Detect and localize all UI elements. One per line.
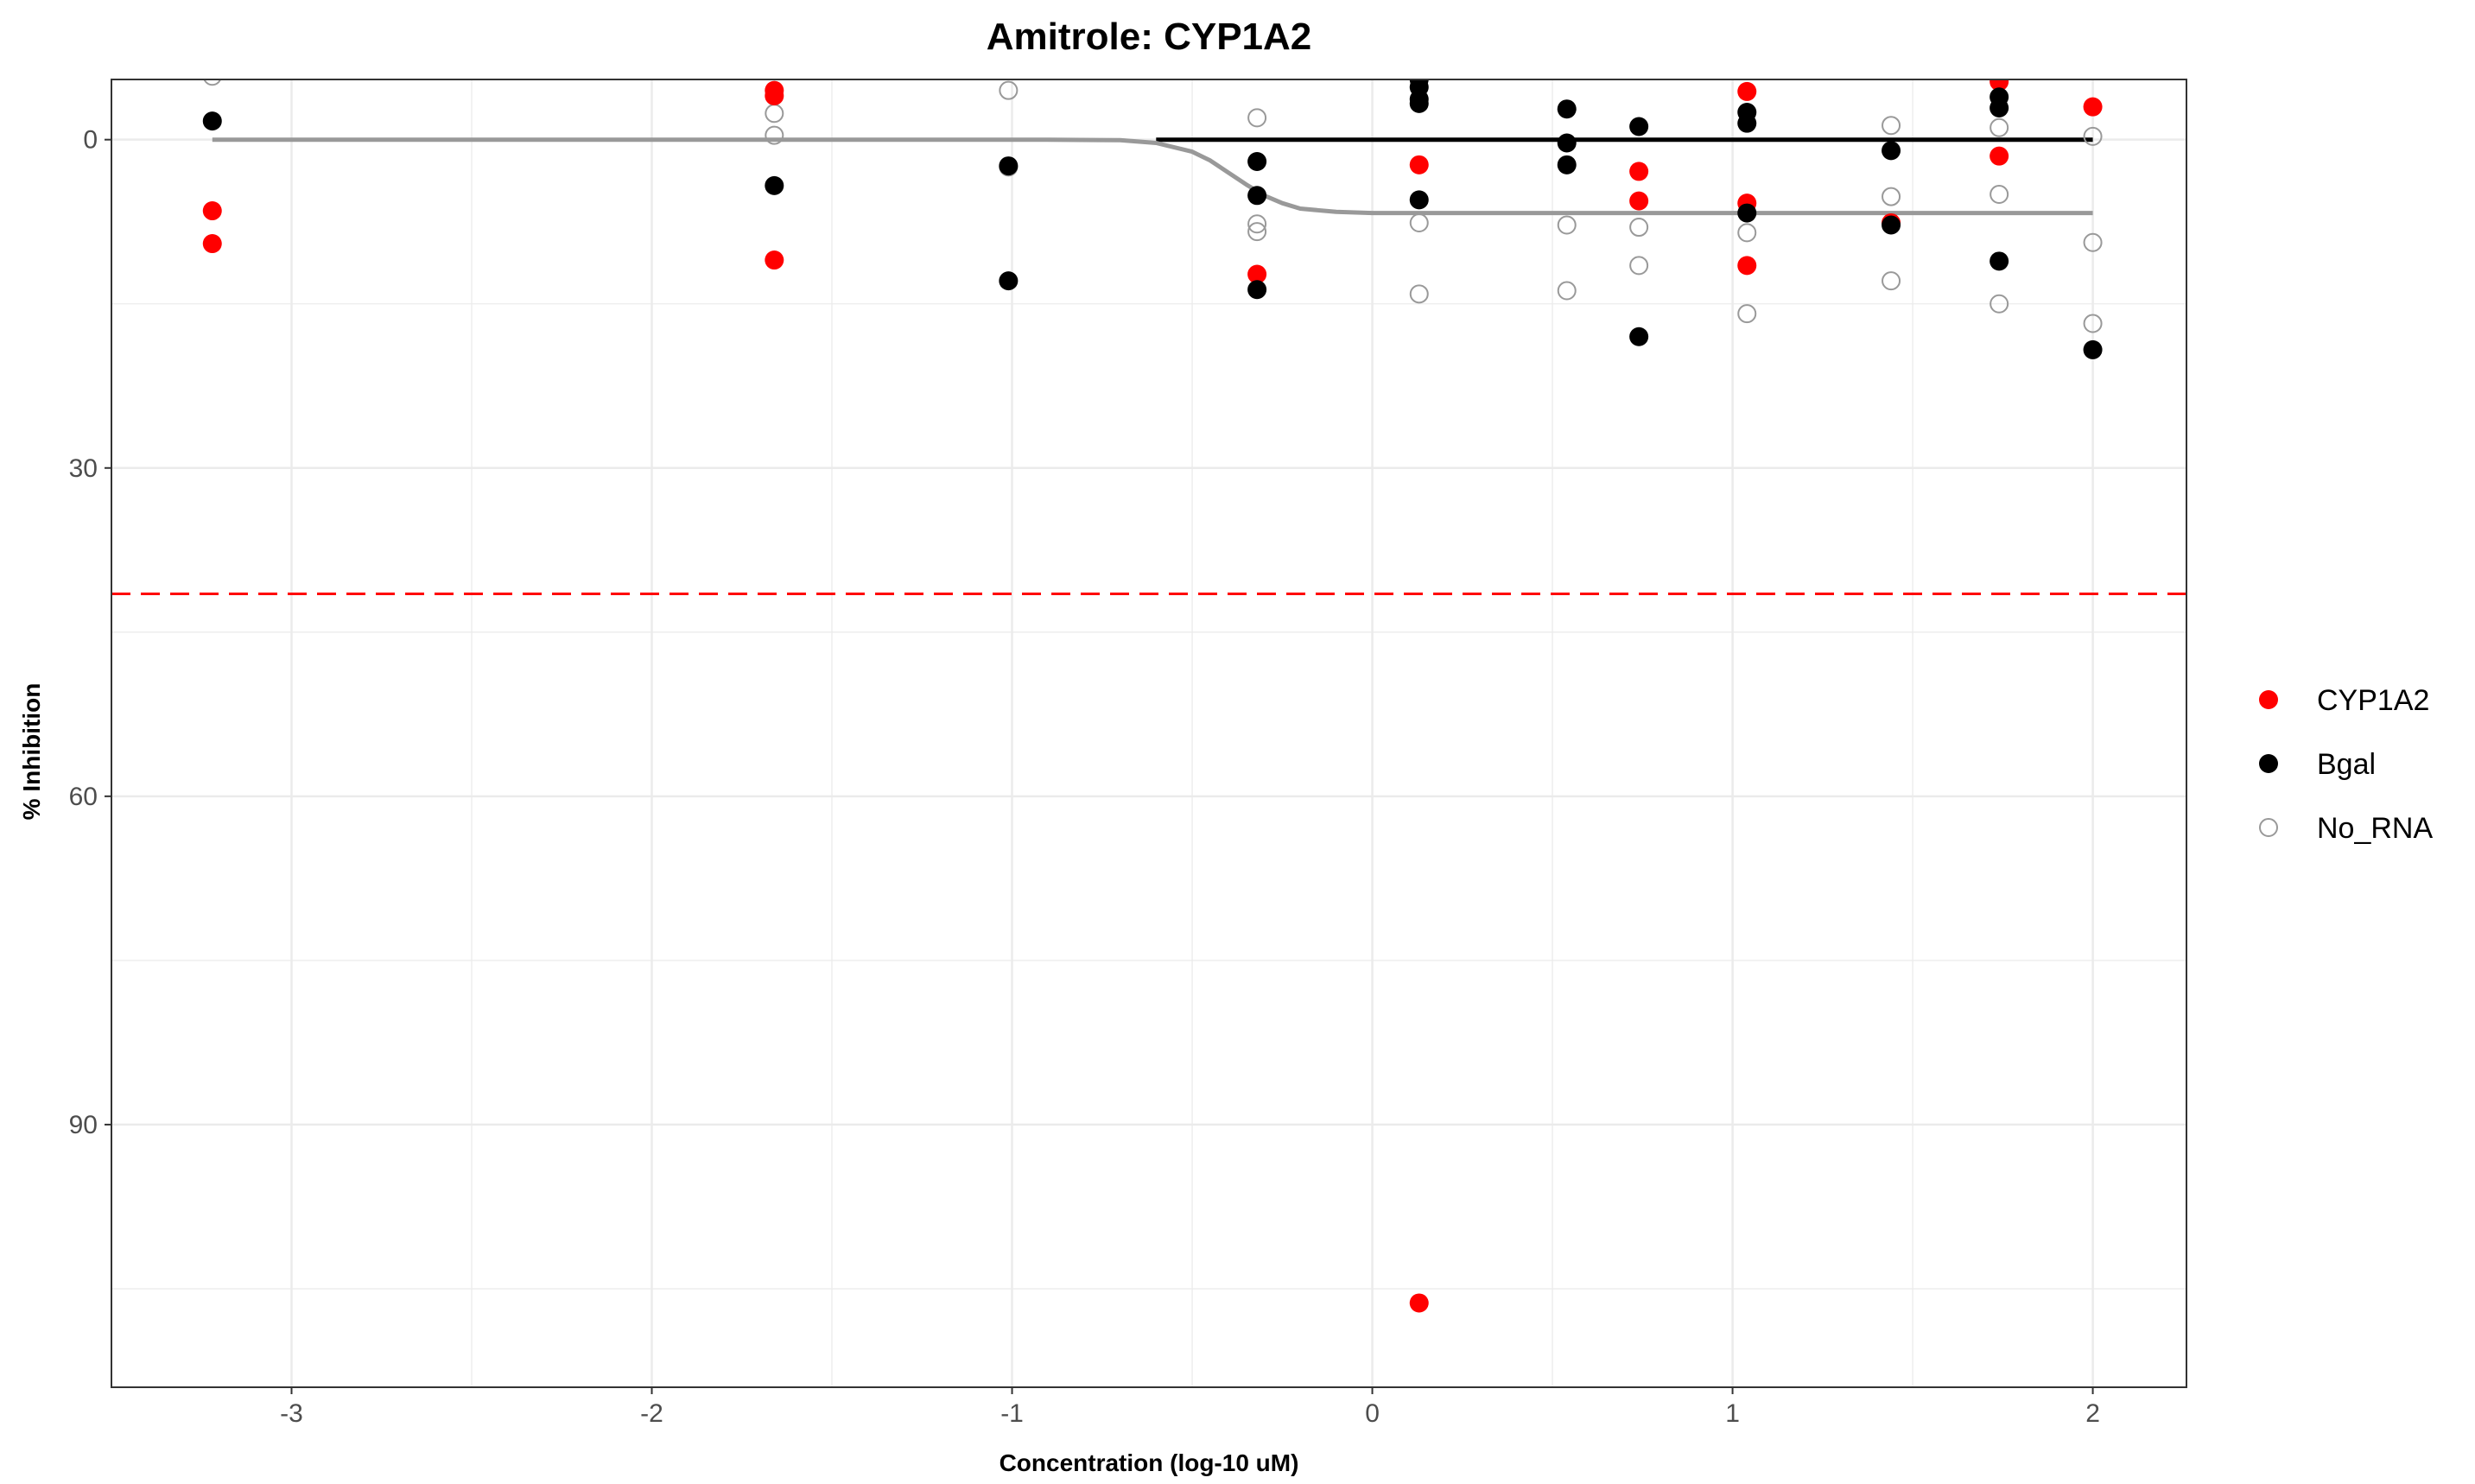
point-no-rna — [1990, 294, 2009, 314]
y-tick-label: 0 — [83, 126, 98, 155]
point-no-rna — [1247, 214, 1267, 234]
point-cyp1a2 — [1409, 155, 1429, 174]
point-bgal — [1990, 98, 2009, 117]
point-no-rna — [1247, 222, 1267, 242]
point-bgal — [1409, 93, 1429, 113]
point-no-rna — [1629, 256, 1649, 276]
legend-label-no-rna: No_RNA — [2317, 812, 2433, 845]
chart-title: Amitrole: CYP1A2 — [987, 16, 1312, 58]
point-no-rna — [2083, 126, 2103, 146]
plot-panel-border — [111, 79, 2187, 1388]
x-tick-label: 0 — [1365, 1399, 1380, 1428]
point-cyp1a2 — [202, 234, 222, 254]
point-bgal — [1629, 117, 1649, 136]
point-bgal — [1737, 113, 1757, 133]
x-tick-label: -3 — [280, 1399, 303, 1428]
fit-curves — [212, 137, 2093, 216]
point-cyp1a2 — [1629, 191, 1649, 211]
y-tick-label: 30 — [69, 454, 98, 483]
legend-label-cyp1a2: CYP1A2 — [2317, 684, 2429, 717]
point-bgal — [1409, 190, 1429, 210]
point-cyp1a2 — [2083, 97, 2103, 117]
point-no-rna — [1990, 117, 2009, 137]
point-no-rna — [1882, 116, 1901, 136]
point-bgal — [202, 111, 222, 131]
point-bgal — [999, 156, 1019, 176]
x-tick-label: -1 — [1000, 1399, 1024, 1428]
legend-key-no-rna — [2259, 818, 2278, 837]
point-no-rna — [1557, 215, 1577, 235]
point-no-rna — [2083, 314, 2103, 333]
point-bgal — [1557, 99, 1577, 119]
point-cyp1a2 — [1990, 79, 2009, 92]
point-bgal — [1247, 152, 1267, 172]
point-no-rna — [2083, 232, 2103, 252]
point-bgal — [1247, 280, 1267, 300]
data-points — [202, 79, 2103, 1313]
x-axis-title: Concentration (log-10 uM) — [1000, 1449, 1299, 1476]
point-cyp1a2 — [1629, 162, 1649, 181]
point-bgal — [765, 175, 784, 195]
x-axis-ticks: -3 -2 -1 0 1 2 — [280, 1387, 2100, 1428]
point-bgal — [1629, 327, 1649, 346]
point-no-rna — [999, 80, 1019, 100]
point-bgal — [999, 271, 1019, 291]
point-bgal — [1882, 215, 1901, 235]
point-bgal — [1557, 155, 1577, 174]
point-no-rna — [765, 125, 784, 145]
point-bgal — [1990, 251, 2009, 271]
point-bgal — [1737, 203, 1757, 223]
point-cyp1a2 — [1409, 1293, 1429, 1313]
y-axis-title: % Inhibition — [18, 683, 45, 821]
legend-key-bgal — [2259, 754, 2278, 773]
x-tick-label: -2 — [640, 1399, 663, 1428]
point-no-rna — [1737, 223, 1757, 243]
y-tick-label: 60 — [69, 783, 98, 811]
point-cyp1a2 — [1737, 81, 1757, 101]
y-axis-ticks: 0 30 60 90 — [69, 126, 111, 1139]
point-no-rna — [1737, 304, 1757, 324]
y-tick-label: 90 — [69, 1111, 98, 1139]
point-bgal — [1247, 186, 1267, 206]
point-cyp1a2 — [202, 201, 222, 221]
point-bgal — [1882, 141, 1901, 161]
point-no-rna — [1409, 284, 1429, 304]
point-no-rna — [1990, 185, 2009, 205]
legend-label-bgal: Bgal — [2317, 748, 2376, 781]
point-no-rna — [1882, 187, 1901, 206]
point-cyp1a2 — [765, 251, 784, 270]
point-no-rna — [1247, 108, 1267, 128]
x-tick-label: 1 — [1725, 1399, 1740, 1428]
point-bgal — [1557, 133, 1577, 153]
grid-lines — [111, 79, 2186, 1387]
point-bgal — [2083, 339, 2103, 359]
point-no-rna — [1557, 281, 1577, 301]
point-no-rna — [765, 104, 784, 124]
x-tick-label: 2 — [2085, 1399, 2100, 1428]
point-cyp1a2 — [1990, 146, 2009, 166]
point-no-rna — [1882, 271, 1901, 291]
point-cyp1a2 — [765, 86, 784, 106]
point-no-rna — [1629, 218, 1649, 238]
point-no-rna — [1409, 212, 1429, 232]
point-cyp1a2 — [1247, 264, 1267, 284]
legend-key-cyp1a2 — [2259, 690, 2278, 709]
point-no-rna — [203, 79, 222, 86]
fit-curve-no-rna — [212, 137, 2093, 216]
legend: CYP1A2 Bgal No_RNA — [2259, 684, 2433, 845]
point-cyp1a2 — [1737, 256, 1757, 276]
